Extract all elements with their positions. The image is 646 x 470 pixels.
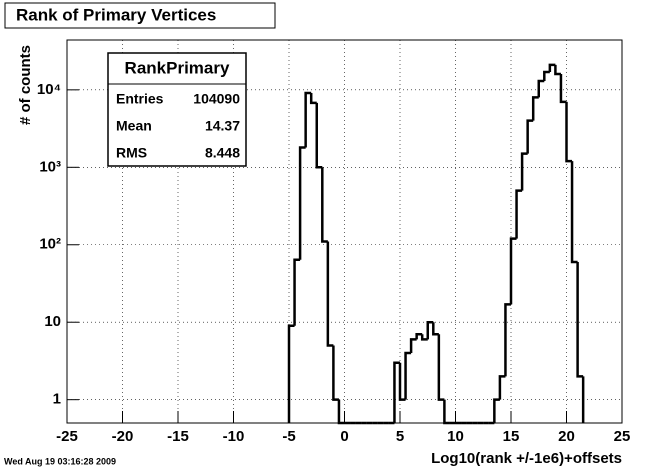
histogram-bin xyxy=(559,74,567,104)
histogram-bin xyxy=(409,338,417,354)
stats-title: RankPrimary xyxy=(125,58,230,77)
histogram-bin xyxy=(504,303,511,377)
x-tick-label: -25 xyxy=(56,428,78,445)
histogram-bin xyxy=(531,96,539,121)
x-tick-label: 15 xyxy=(503,428,520,445)
y-tick-label: 10² xyxy=(39,236,61,253)
stats-value: 14.37 xyxy=(205,118,240,134)
histogram-bin xyxy=(315,102,323,169)
y-tick-label: 10⁴ xyxy=(37,81,61,98)
x-axis-label: Log10(rank +/-1e6)+offsets xyxy=(431,450,622,467)
histogram-bin xyxy=(420,334,428,341)
histogram-bin xyxy=(298,146,306,260)
histogram-bin xyxy=(426,320,434,340)
chart-title: Rank of Primary Vertices xyxy=(16,5,216,24)
histogram-bin xyxy=(493,398,500,423)
histogram-bin xyxy=(332,345,339,401)
histogram-bin xyxy=(404,351,412,400)
x-tick-label: -15 xyxy=(167,428,189,445)
histogram-bin xyxy=(537,79,545,98)
histogram-bin xyxy=(570,161,578,264)
histogram-bin xyxy=(443,399,450,425)
histogram-bin xyxy=(498,375,506,400)
histogram-bin xyxy=(576,261,584,378)
histogram-bin xyxy=(548,63,556,72)
x-tick-label: -5 xyxy=(282,428,295,445)
histogram-bin xyxy=(543,70,550,82)
stats-label: Entries xyxy=(116,91,164,107)
x-tick-label: 5 xyxy=(396,428,404,445)
histogram-bin xyxy=(526,119,534,154)
histogram-bin xyxy=(293,258,301,326)
y-axis-label: # of counts xyxy=(17,45,34,125)
y-tick-label: 10³ xyxy=(39,158,61,175)
stats-box: RankPrimary Entries 104090 Mean 14.37 RMS 8.4… xyxy=(107,52,247,167)
title-box xyxy=(4,2,276,29)
histogram-bin xyxy=(509,237,517,305)
histogram-bin xyxy=(565,101,573,163)
x-tick-label: 10 xyxy=(447,428,464,445)
histogram-bin xyxy=(287,324,295,423)
histogram-bin xyxy=(326,241,334,347)
histogram-bin xyxy=(309,93,317,105)
plot-area: 1 10 10² 10³ 10⁴ -25 -20 -15 -10 -5 0 5 10 15 20 25 xyxy=(37,40,630,445)
histogram-bin xyxy=(337,399,345,425)
timestamp: Wed Aug 19 03:16:28 2009 xyxy=(4,456,116,466)
stats-value: 104090 xyxy=(193,91,240,107)
x-tick-label: -10 xyxy=(223,428,245,445)
histogram-bin xyxy=(515,189,523,239)
histogram-bin xyxy=(321,167,328,243)
x-tick-label: -20 xyxy=(112,428,134,445)
x-tick-label: 20 xyxy=(558,428,575,445)
histogram-bin xyxy=(415,332,423,340)
stats-label: Mean xyxy=(116,118,152,134)
histogram-bin xyxy=(398,362,406,401)
histogram-bin xyxy=(554,64,561,76)
x-tick-label: 0 xyxy=(340,428,348,445)
histogram-bin xyxy=(437,334,445,401)
y-tick-label: 1 xyxy=(53,391,61,408)
histogram-bin xyxy=(304,91,312,148)
x-tick-label: 25 xyxy=(614,428,631,445)
stats-value: 8.448 xyxy=(205,145,240,161)
stats-frame xyxy=(107,52,247,167)
histogram-bin xyxy=(520,152,528,191)
stats-label: RMS xyxy=(116,145,147,161)
histogram-bin xyxy=(432,322,439,336)
y-tick-label: 10 xyxy=(44,313,61,330)
histogram-bin xyxy=(393,361,400,423)
